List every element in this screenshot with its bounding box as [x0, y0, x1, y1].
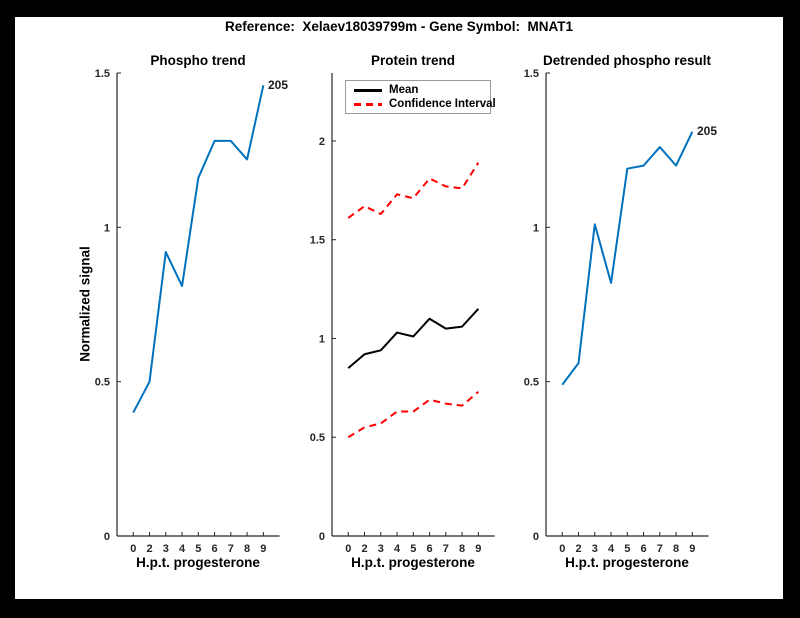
y-axis-label: Normalized signal: [77, 246, 93, 362]
svg-text:0: 0: [559, 543, 565, 555]
svg-text:6: 6: [426, 543, 432, 555]
svg-text:7: 7: [657, 543, 663, 555]
legend-label-mean: Mean: [389, 84, 419, 96]
svg-text:8: 8: [459, 543, 465, 555]
svg-text:2: 2: [319, 136, 325, 148]
figure-title: Reference: Xelaev18039799m - Gene Symbol…: [225, 19, 573, 34]
svg-text:7: 7: [228, 543, 234, 555]
svg-text:7: 7: [443, 543, 449, 555]
svg-text:5: 5: [624, 543, 630, 555]
svg-text:1: 1: [104, 222, 110, 234]
svg-text:0.5: 0.5: [310, 432, 325, 444]
annotation-205-left: 205: [268, 78, 289, 92]
svg-text:1: 1: [533, 222, 539, 234]
svg-text:0.5: 0.5: [524, 377, 539, 389]
svg-text:6: 6: [211, 543, 217, 555]
svg-text:1.5: 1.5: [95, 68, 110, 80]
svg-text:5: 5: [195, 543, 201, 555]
svg-text:0: 0: [130, 543, 136, 555]
svg-text:0: 0: [345, 543, 351, 555]
svg-text:0: 0: [319, 531, 325, 543]
svg-text:1.5: 1.5: [524, 68, 539, 80]
legend: Mean Confidence Interval: [345, 80, 496, 114]
svg-text:9: 9: [260, 543, 266, 555]
svg-text:5: 5: [410, 543, 416, 555]
panel-2-x-label: H.p.t. progesterone: [351, 555, 475, 570]
svg-text:4: 4: [394, 543, 401, 555]
svg-text:3: 3: [163, 543, 169, 555]
svg-text:3: 3: [592, 543, 598, 555]
panel-1-title: Phospho trend: [150, 53, 246, 68]
svg-text:9: 9: [689, 543, 695, 555]
svg-text:3: 3: [378, 543, 384, 555]
svg-text:4: 4: [179, 543, 186, 555]
svg-text:2: 2: [146, 543, 152, 555]
panel-3-x-label: H.p.t. progesterone: [565, 555, 689, 570]
svg-text:0.5: 0.5: [95, 377, 110, 389]
svg-text:9: 9: [475, 543, 481, 555]
svg-text:6: 6: [640, 543, 646, 555]
panel-1-x-label: H.p.t. progesterone: [136, 555, 260, 570]
svg-text:4: 4: [608, 543, 615, 555]
svg-text:8: 8: [673, 543, 679, 555]
svg-text:1.5: 1.5: [310, 235, 325, 247]
ci-line-sample-icon: [354, 102, 382, 106]
svg-text:2: 2: [575, 543, 581, 555]
svg-text:0: 0: [533, 531, 539, 543]
legend-item-confidence-interval: Confidence Interval: [346, 98, 496, 110]
legend-item-mean: Mean: [346, 84, 490, 96]
svg-text:8: 8: [244, 543, 250, 555]
mean-line-sample-icon: [354, 88, 382, 92]
svg-text:2: 2: [361, 543, 367, 555]
figure-paper: [15, 17, 783, 599]
panel-2-title: Protein trend: [370, 53, 455, 68]
svg-text:1: 1: [319, 333, 325, 345]
svg-text:0: 0: [104, 531, 110, 543]
panel-3-title: Detrended phospho result: [542, 53, 711, 68]
legend-label-confidence-interval: Confidence Interval: [389, 98, 496, 110]
annotation-205-right: 205: [697, 124, 718, 138]
